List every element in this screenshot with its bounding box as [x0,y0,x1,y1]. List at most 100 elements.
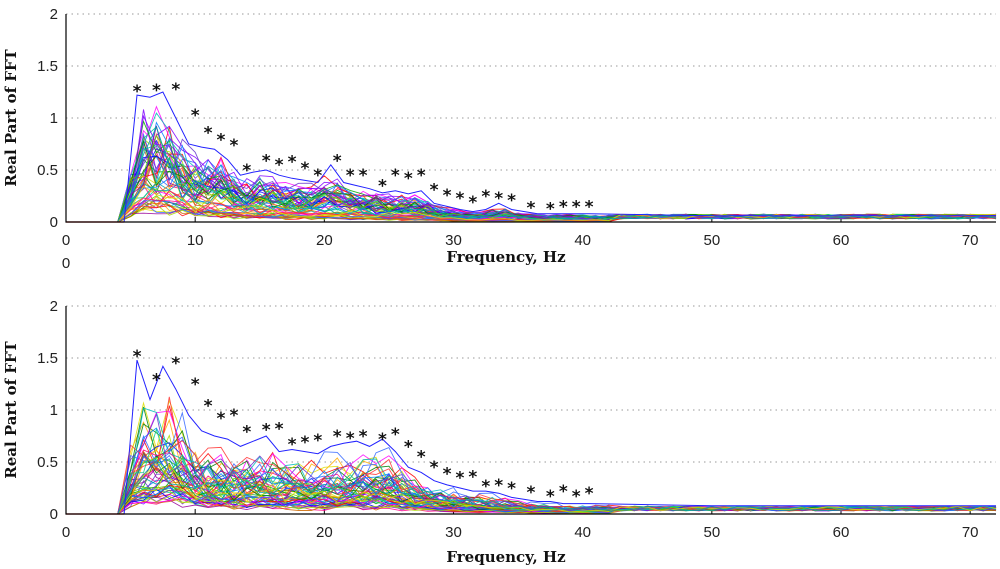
x-tick-label: 50 [703,524,720,541]
peak-asterisk: * [378,176,387,196]
peak-asterisk: * [468,467,477,487]
peak-asterisk: * [217,409,226,429]
peak-asterisk: * [546,199,555,219]
fft-trace [66,125,997,223]
peak-asterisk: * [359,427,368,447]
peak-asterisk: * [417,166,426,186]
peak-asterisk: * [572,487,581,507]
peak-asterisk: * [133,82,142,102]
peak-asterisk: * [527,483,536,503]
y-tick-label: 1 [50,110,58,127]
fft-trace [66,459,997,515]
y-tick-label: 0 [50,214,58,231]
y-axis-label: Real Part of FFT [2,340,20,478]
peak-asterisk: * [288,153,297,173]
peak-asterisk: * [191,106,200,126]
peak-asterisk: * [378,430,387,450]
x-tick-label: 10 [187,232,204,249]
x-tick-label: 40 [574,524,591,541]
peak-asterisk: * [301,433,310,453]
peak-asterisk: * [494,476,503,496]
y-tick-label: 1 [50,402,58,419]
chart-panel-2: 00.511.520 10 20 30 40 50 60 70****** ** * ** * * * * *… [2,298,997,566]
x-tick-label: 70 [962,232,979,249]
peak-asterisk: * [288,435,297,455]
peak-asterisk: * [217,131,226,151]
peak-asterisk: * [391,425,400,445]
x-tick-label: 50 [703,232,720,249]
peak-asterisk: * [456,468,465,488]
peak-asterisk: * [313,431,322,451]
peak-asterisk: * [242,423,251,443]
fft-trace-max [66,91,996,223]
peak-asterisk: * [229,136,238,156]
y-tick-label: 1.5 [37,58,58,75]
y-tick-label: 0 [50,506,58,523]
fft-trace-max [66,359,996,515]
peak-asterisk: * [152,371,161,391]
peak-asterisk: * [430,181,439,201]
peak-asterisk: * [275,420,284,440]
fft-trace [66,157,997,223]
x-tick-label: 30 [445,524,462,541]
peak-asterisk: * [152,81,161,101]
fft-trace [66,463,997,515]
peak-asterisk: * [443,186,452,206]
peak-asterisk: * [585,484,594,504]
x-axis-label: Frequency, Hz [446,548,566,566]
fft-trace [66,138,997,223]
peak-asterisk: * [585,197,594,217]
x-tick-label: 20 [316,232,333,249]
peak-asterisk: * [133,347,142,367]
peak-asterisk: * [333,427,342,447]
peak-asterisk: * [262,152,271,172]
peak-asterisk: * [404,437,413,457]
peak-asterisk: * [191,375,200,395]
y-tick-label: 1.5 [37,350,58,367]
peak-asterisk: * [204,397,213,417]
axes [65,14,996,223]
y-tick-label: 2 [50,298,58,315]
fft-trace [66,454,997,515]
peak-asterisk: * [494,189,503,209]
peak-asterisk: * [527,198,536,218]
peak-asterisk: * [559,197,568,217]
x-axis-label: Frequency, Hz [446,248,566,266]
x-tick-label: 0 [62,524,70,541]
peak-asterisk: * [507,479,516,499]
y-axis-label: Real Part of FFT [2,48,20,186]
x-tick-label: 0 [62,232,70,249]
peak-asterisk: * [346,166,355,186]
peak-asterisk: * [481,477,490,497]
peak-asterisk: * [275,156,284,176]
peak-asterisk: * [468,193,477,213]
peak-asterisk: * [559,482,568,502]
x-tick-label: 40 [574,232,591,249]
peak-asterisk: * [481,187,490,207]
y-tick-label: 0.5 [37,454,58,471]
chart-panel-1: 00.511.520 10 20 30 40 50 60 70* * *** * ** * * * * *** *… [2,6,997,272]
peak-asterisk: * [346,429,355,449]
peak-asterisk: * [546,487,555,507]
y-tick-label: 0.5 [37,162,58,179]
x-tick-label: 60 [833,232,850,249]
y-tick-label: 2 [50,6,58,23]
peak-asterisk: * [301,159,310,179]
peak-asterisk: * [229,406,238,426]
peak-asterisk: * [333,152,342,172]
peak-asterisk: * [391,166,400,186]
peak-asterisk: * [507,191,516,211]
peak-asterisk: * [171,354,180,374]
peak-asterisk: * [443,464,452,484]
peak-asterisk: * [456,189,465,209]
x-tick-label: 30 [445,232,462,249]
peak-asterisk: * [262,421,271,441]
axes [65,306,996,515]
peak-asterisk: * [430,458,439,478]
stray-zero-label: 0 [62,255,70,272]
peak-asterisk: * [404,169,413,189]
peak-asterisk: * [242,161,251,181]
peak-asterisk: * [359,166,368,186]
x-tick-label: 20 [316,524,333,541]
